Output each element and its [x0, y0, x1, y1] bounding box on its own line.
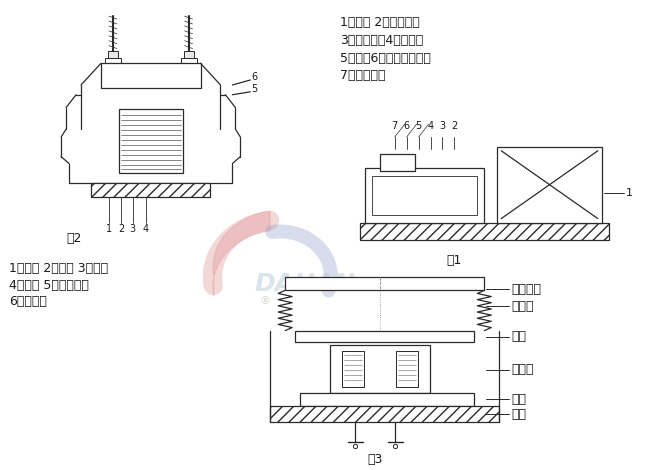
Text: 2: 2: [451, 121, 458, 131]
Bar: [372, 176, 477, 215]
Bar: [119, 110, 183, 173]
Bar: [342, 351, 364, 387]
Text: 3: 3: [439, 121, 445, 131]
Text: 3: 3: [130, 224, 136, 234]
Text: 1: 1: [626, 188, 632, 198]
Bar: [300, 392, 474, 406]
Bar: [181, 58, 196, 63]
Text: 4: 4: [143, 224, 149, 234]
Text: 图2: 图2: [66, 232, 81, 245]
Text: 共振弹簧: 共振弹簧: [511, 283, 541, 296]
Text: 电磁铁: 电磁铁: [511, 363, 534, 376]
Bar: [270, 406, 499, 422]
Bar: [380, 154, 415, 172]
Bar: [101, 63, 201, 88]
Bar: [285, 276, 484, 290]
Text: 5: 5: [415, 121, 422, 131]
Text: 1、机座 2、电磁铁芯: 1、机座 2、电磁铁芯: [340, 16, 420, 29]
Text: 6: 6: [404, 121, 410, 131]
Bar: [396, 351, 417, 387]
Text: 3、共振弹簧4、振动体: 3、共振弹簧4、振动体: [340, 34, 423, 47]
Text: 7: 7: [391, 121, 398, 131]
Text: 2: 2: [118, 224, 124, 234]
Text: 振动体: 振动体: [511, 299, 534, 313]
Bar: [108, 51, 118, 58]
Text: 4、机座 5、共振弹簧: 4、机座 5、共振弹簧: [9, 279, 89, 291]
Text: 5、线圈6、硬橡胶冲击块: 5、线圈6、硬橡胶冲击块: [340, 52, 431, 64]
Bar: [360, 222, 609, 240]
Bar: [105, 58, 121, 63]
Bar: [295, 330, 474, 343]
Text: 衔铁: 衔铁: [511, 330, 526, 343]
Text: 5: 5: [252, 84, 257, 94]
Text: 图3: 图3: [367, 454, 382, 467]
Text: 1: 1: [106, 224, 112, 234]
Bar: [91, 183, 211, 197]
Text: DAHAN: DAHAN: [254, 273, 356, 297]
Bar: [330, 345, 430, 392]
Bar: [365, 168, 484, 222]
Text: 图1: 图1: [447, 254, 462, 267]
Bar: [497, 147, 602, 222]
Bar: [183, 51, 194, 58]
Text: 6、振动体: 6、振动体: [9, 295, 47, 308]
Text: 1、铁芯 2、衔铁 3、线圈: 1、铁芯 2、衔铁 3、线圈: [9, 262, 109, 275]
Text: 仓壁: 仓壁: [511, 407, 526, 421]
Text: 4: 4: [428, 121, 434, 131]
Text: 底座: 底座: [511, 393, 526, 406]
Text: 7、调整螺栓: 7、调整螺栓: [340, 69, 385, 82]
Text: ®: ®: [260, 296, 271, 306]
Text: 6: 6: [252, 72, 257, 82]
